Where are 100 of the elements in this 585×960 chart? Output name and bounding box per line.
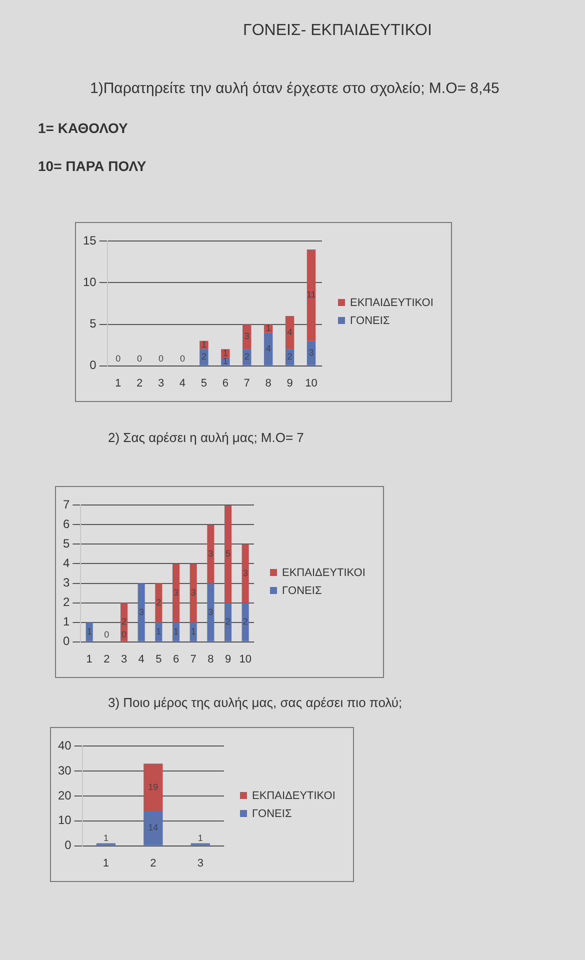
y-tick-label: 40 xyxy=(58,738,72,753)
data-label: 2 xyxy=(244,352,250,362)
bar xyxy=(207,524,214,584)
data-label: 1 xyxy=(103,832,108,843)
data-label: 5 xyxy=(225,548,231,558)
x-tick-label: 4 xyxy=(138,653,144,666)
y-tick-label: 1 xyxy=(62,614,70,629)
data-label: 1 xyxy=(173,626,179,636)
y-tick-label: 5 xyxy=(90,316,97,331)
data-label: 3 xyxy=(190,588,196,598)
x-tick-label: 5 xyxy=(200,377,208,390)
chart-subtitle: 1)Παρατηρείτε την αυλή όταν έρχεστε στο σχολείο; Μ.Ο= 8,45 xyxy=(90,80,500,97)
bar xyxy=(190,622,197,642)
data-label: 11 xyxy=(306,290,316,300)
legend-label: ΕΚΠΑΙΔΕΥΤΙΚΟΙ xyxy=(252,790,336,802)
x-tick-label: 3 xyxy=(197,857,204,870)
data-label: 14 xyxy=(148,822,158,833)
y-tick-label: 10 xyxy=(58,813,72,828)
y-tick-label: 6 xyxy=(62,517,70,532)
y-tick-label: 15 xyxy=(82,234,97,248)
data-label: 2 xyxy=(122,616,127,627)
x-tick-label: 1 xyxy=(115,377,122,390)
chart-subtitle: 2) Σας αρέσει η αυλή μας; Μ.Ο= 7 xyxy=(108,430,304,445)
x-tick-label: 4 xyxy=(179,377,186,390)
y-tick-label: 20 xyxy=(58,788,72,802)
x-tick-label: 9 xyxy=(286,377,293,390)
x-tick-label: 10 xyxy=(305,377,318,390)
data-label: 0 xyxy=(122,629,127,640)
bar xyxy=(190,564,197,622)
text: 3) Ποιο μέρος της αυλής μας, σας αρέσει πιο πολύ; xyxy=(108,695,402,710)
legend-label: ΓΟΝΕΙΣ xyxy=(252,808,292,820)
x-tick-label: 1 xyxy=(102,857,110,870)
data-label: 0 xyxy=(137,353,142,364)
data-label: 2 xyxy=(287,352,292,362)
data-label: 3 xyxy=(308,348,314,358)
bar xyxy=(242,602,249,642)
bar xyxy=(264,332,273,366)
bar xyxy=(242,544,249,603)
bar xyxy=(172,564,180,622)
data-label: 3 xyxy=(208,606,214,617)
x-tick-label: 2 xyxy=(136,377,143,390)
data-label: 3 xyxy=(173,588,179,598)
x-tick-label: 2 xyxy=(104,653,110,666)
data-label: 0 xyxy=(180,353,185,364)
y-tick-label: 30 xyxy=(58,763,72,778)
data-label: 1 xyxy=(222,356,228,366)
y-tick-label: 5 xyxy=(62,536,70,551)
data-label: 1 xyxy=(201,340,206,350)
bar xyxy=(138,583,145,642)
y-tick-label: 0 xyxy=(62,634,70,648)
x-tick-label: 3 xyxy=(120,653,128,666)
text: 10= ΠΑΡΑ ΠΟΛΥ xyxy=(38,158,146,174)
x-tick-label: 6 xyxy=(222,377,228,390)
data-label: 1 xyxy=(198,832,203,843)
chart-title: ΓΟΝΕΙΣ- ΕΚΠΑΙΔΕΥΤΙΚΟΙ xyxy=(243,22,432,40)
data-label: 1 xyxy=(190,626,196,636)
bar xyxy=(207,583,214,642)
bar xyxy=(200,349,208,366)
data-label: 4 xyxy=(266,343,271,354)
data-label: 1 xyxy=(156,626,162,636)
legend-label: ΕΚΠΑΙΔΕΥΤΙΚΟΙ xyxy=(350,297,434,309)
legend-label: ΕΚΠΑΙΔΕΥΤΙΚΟΙ xyxy=(282,567,366,579)
data-label: 1 xyxy=(222,348,228,358)
bar xyxy=(224,602,232,642)
data-label: 3 xyxy=(242,568,248,578)
x-tick-label: 7 xyxy=(244,377,250,390)
x-tick-label: 10 xyxy=(239,653,252,666)
x-tick-label: 3 xyxy=(158,377,164,390)
data-label: 19 xyxy=(148,782,158,792)
y-tick-label: 4 xyxy=(62,556,70,570)
data-label: 3 xyxy=(208,548,214,558)
y-tick-label: 0 xyxy=(64,838,72,852)
data-label: 4 xyxy=(287,327,292,338)
data-label: 0 xyxy=(116,353,121,364)
data-label: 0 xyxy=(104,629,110,640)
x-tick-label: 2 xyxy=(150,857,156,870)
bar xyxy=(86,622,93,642)
bar xyxy=(155,583,162,622)
text: 1= ΚΑΘΟΛΟΥ xyxy=(38,120,128,136)
bar xyxy=(306,250,316,341)
x-tick-label: 9 xyxy=(224,653,232,666)
bar xyxy=(224,505,232,603)
data-label: 2 xyxy=(242,616,248,627)
data-label: 2 xyxy=(225,616,231,627)
y-tick-label: 2 xyxy=(62,595,70,610)
x-tick-label: 8 xyxy=(208,653,214,666)
data-label: 1 xyxy=(266,322,271,333)
y-tick-label: 7 xyxy=(62,498,70,512)
x-tick-label: 6 xyxy=(172,653,180,666)
data-label: 3 xyxy=(244,331,250,342)
data-label: 2 xyxy=(201,352,206,362)
y-tick-label: 0 xyxy=(90,358,97,372)
bar xyxy=(144,764,163,811)
x-tick-label: 5 xyxy=(156,653,162,666)
data-label: 3 xyxy=(138,606,144,617)
legend-label: ΓΟΝΕΙΣ xyxy=(350,315,390,327)
x-tick-label: 7 xyxy=(190,653,196,666)
y-tick-label: 10 xyxy=(82,275,97,290)
data-label: 0 xyxy=(158,353,164,364)
legend-label: ΓΟΝΕΙΣ xyxy=(282,585,322,597)
